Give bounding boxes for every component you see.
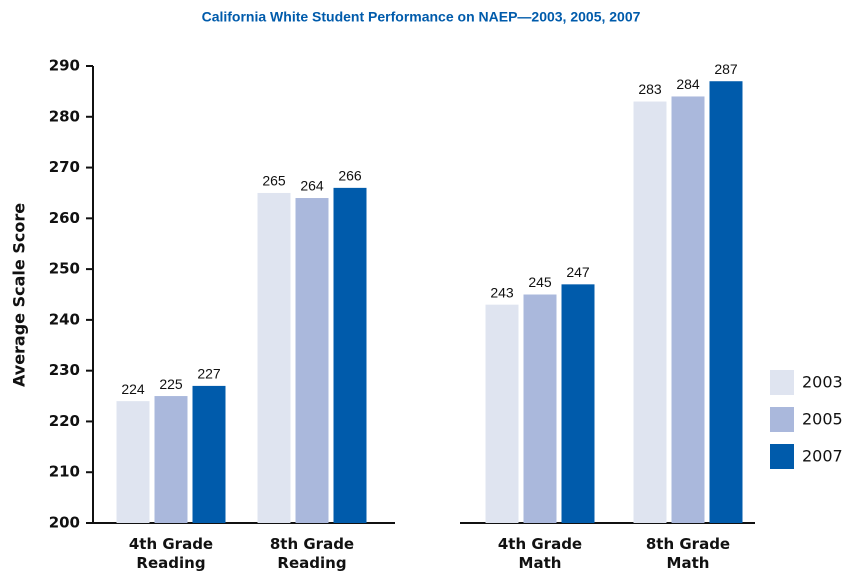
value-label: 245 [528, 274, 552, 290]
x-tick-label: 4th Grade Math [497, 535, 583, 572]
bar [333, 187, 367, 523]
bar [154, 396, 188, 523]
y-tick-label: 230 [49, 361, 80, 379]
y-tick-label: 220 [49, 412, 80, 430]
value-label: 284 [676, 76, 700, 92]
bar [523, 294, 557, 523]
value-label: 283 [638, 81, 662, 97]
legend-label: 2007 [802, 447, 843, 466]
y-tick-label: 270 [49, 158, 80, 176]
x-tick-label: 8th Grade Math [645, 535, 731, 572]
value-label: 264 [300, 178, 324, 194]
y-tick-label: 260 [49, 209, 80, 227]
y-tick-label: 250 [49, 260, 80, 278]
bar [192, 385, 226, 523]
y-tick-label: 290 [49, 57, 80, 75]
value-label: 243 [490, 284, 514, 300]
value-label: 287 [714, 61, 738, 77]
bar [561, 284, 595, 523]
value-label: 247 [566, 264, 590, 280]
chart-title: California White Student Performance on … [202, 9, 641, 25]
bar [709, 81, 743, 523]
legend-swatch [770, 370, 794, 395]
x-tick-label: 8th Grade Reading [269, 535, 355, 572]
legend-label: 2003 [802, 373, 843, 392]
y-tick-label: 240 [49, 310, 80, 328]
value-label: 225 [159, 376, 183, 392]
x-tick-label: 4th Grade Reading [128, 535, 214, 572]
bar [485, 304, 519, 523]
bar [116, 401, 150, 523]
y-tick-label: 200 [49, 514, 80, 532]
legend-swatch [770, 407, 794, 432]
value-label: 224 [121, 381, 145, 397]
legend-label: 2005 [802, 410, 843, 429]
bar [633, 101, 667, 524]
value-label: 266 [338, 168, 362, 184]
value-label: 227 [197, 366, 221, 382]
value-label: 265 [262, 173, 286, 189]
bar [671, 96, 705, 523]
legend-swatch [770, 444, 794, 469]
y-tick-label: 210 [49, 463, 80, 481]
bar [295, 198, 329, 523]
bar [257, 192, 291, 523]
y-axis-label: Average Scale Score [10, 203, 29, 387]
y-tick-label: 280 [49, 107, 80, 125]
